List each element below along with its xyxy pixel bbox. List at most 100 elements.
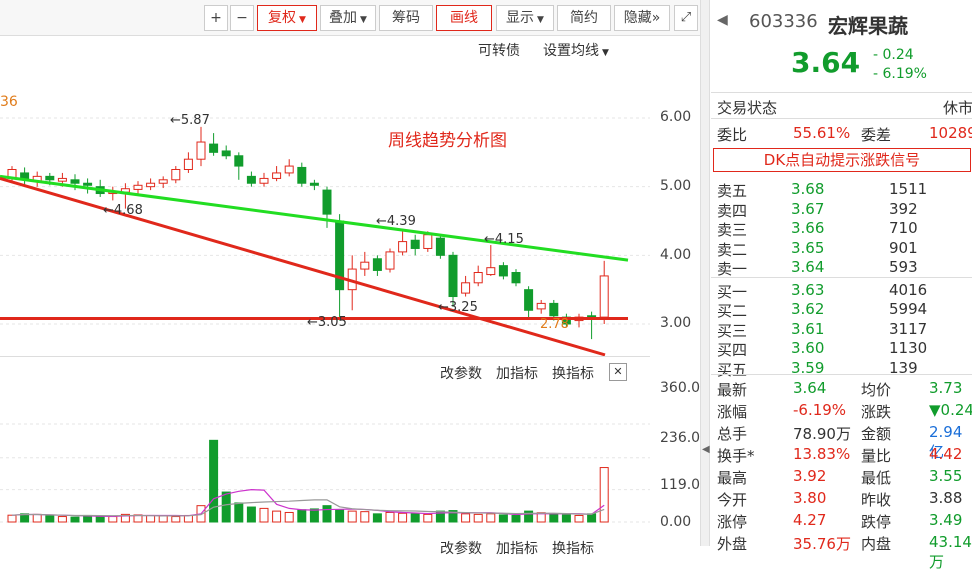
quote-row: 换手* 13.83% 量比 4.42 xyxy=(717,445,972,465)
caret-down-icon: ▼ xyxy=(360,15,367,25)
trendline-upper xyxy=(0,174,629,262)
candle-body xyxy=(410,239,420,249)
jianyue-button[interactable]: 简约 xyxy=(557,5,611,31)
volume-bar xyxy=(587,513,597,523)
huanzhibiao-button-2[interactable]: 换指标 xyxy=(552,541,594,557)
candle-body xyxy=(498,265,508,277)
level-volume: 4016 xyxy=(889,280,928,299)
volume-bar xyxy=(347,510,357,523)
huaxian-button[interactable]: 画线 xyxy=(436,5,492,31)
quote-value: 3.80 xyxy=(793,489,827,507)
level-volume: 392 xyxy=(889,199,918,218)
candle-body xyxy=(246,175,256,184)
kezhuanzhai-link[interactable]: 可转债 xyxy=(478,43,520,59)
quote-value: ▼0.24 xyxy=(929,401,972,419)
candle-body xyxy=(461,282,471,294)
volume-bar xyxy=(7,514,17,523)
xianshi-dropdown[interactable]: 显示 ▼ xyxy=(496,5,554,31)
expand-icon[interactable]: ⤢ xyxy=(674,5,698,31)
quote-label: 金额 xyxy=(861,425,892,443)
volume-bar xyxy=(423,513,433,523)
candle-body xyxy=(259,177,269,184)
level-price: 3.60 xyxy=(791,339,825,357)
close-icon[interactable]: ✕ xyxy=(609,363,627,381)
level-volume: 139 xyxy=(889,358,918,377)
quote-label: 跌停 xyxy=(861,513,892,531)
zoom-out-button[interactable]: − xyxy=(230,5,254,31)
price-axis-label: 6.00 xyxy=(660,109,692,125)
diejia-dropdown[interactable]: 叠加 ▼ xyxy=(320,5,376,31)
candle-body xyxy=(524,289,534,311)
candle-body xyxy=(70,179,80,184)
candle-body xyxy=(536,302,546,310)
volume-ma-line xyxy=(11,489,605,517)
set-ma-dropdown[interactable]: 设置均线 ▼ xyxy=(543,40,609,60)
quote-row: 总手 78.90万 金额 2.94亿 xyxy=(717,423,972,461)
jiazhibiao-button-2[interactable]: 加指标 xyxy=(496,541,538,557)
quote-value: 43.14万 xyxy=(929,533,972,571)
back-chevron-icon[interactable]: ◀ xyxy=(717,12,728,28)
quote-label: 涨跌 xyxy=(861,403,892,421)
trade-status-row: 交易状态 休市 xyxy=(717,97,972,117)
level-label: 卖二 xyxy=(717,240,748,259)
gaicanshu-button[interactable]: 改参数 xyxy=(440,366,482,382)
divider xyxy=(711,277,972,278)
quote-label: 总手 xyxy=(717,425,748,443)
quote-label: 内盘 xyxy=(861,535,892,553)
volume-bar xyxy=(410,513,420,523)
quote-label: 最高 xyxy=(717,469,748,487)
volume-bar xyxy=(473,513,483,523)
volume-bar xyxy=(309,508,319,523)
price-axis-label: 4.00 xyxy=(660,247,692,263)
level-volume: 593 xyxy=(889,258,918,276)
quote-label: 量比 xyxy=(861,447,892,465)
candle-body xyxy=(486,267,496,276)
quote-label: 今开 xyxy=(717,491,748,509)
candle-body xyxy=(146,182,156,188)
jiazhibiao-button[interactable]: 加指标 xyxy=(496,366,538,382)
level-price: 3.64 xyxy=(791,258,825,276)
weicha-label: 委差 xyxy=(861,126,892,144)
current-price: 3.64 xyxy=(791,46,861,79)
candle-body xyxy=(322,189,332,215)
zoom-in-button[interactable]: + xyxy=(204,5,228,31)
dk-signal-text: DK点自动提示涨跌信号 xyxy=(763,151,921,169)
candle-body xyxy=(272,172,282,179)
huanzhibiao-button[interactable]: 换指标 xyxy=(552,366,594,382)
candle-body xyxy=(45,175,55,181)
caret-down-icon: ▼ xyxy=(537,15,544,25)
quote-label: 涨停 xyxy=(717,513,748,531)
gaicanshu-button-2[interactable]: 改参数 xyxy=(440,541,482,557)
buy-row: 买四 3.60 1130 xyxy=(717,339,972,359)
quote-label: 昨收 xyxy=(861,491,892,509)
level-volume: 1511 xyxy=(889,180,928,198)
volume-chart xyxy=(0,423,650,523)
fuquan-dropdown[interactable]: 复权 ▼ xyxy=(257,5,317,31)
level-price: 3.65 xyxy=(791,238,825,257)
annotation-low3: ←3.05 xyxy=(307,315,347,330)
candle-body xyxy=(171,169,181,181)
chouma-button[interactable]: 筹码 xyxy=(379,5,433,31)
volume-axis-label: 119.00 xyxy=(660,477,709,493)
dk-signal-banner[interactable]: DK点自动提示涨跌信号 xyxy=(713,148,971,172)
quote-label: 最低 xyxy=(861,469,892,487)
panel-splitter[interactable]: ◀ xyxy=(700,0,710,546)
candle-body xyxy=(360,261,370,270)
quote-panel: ◀ 603336 宏辉果蔬 3.64 - 0.24 - 6.19% 交易状态 休… xyxy=(711,0,972,571)
volume-bar xyxy=(183,514,193,523)
quote-value: 35.76万 xyxy=(793,535,851,553)
quote-row: 今开 3.80 昨收 3.88 xyxy=(717,489,972,509)
caret-down-icon: ▼ xyxy=(602,48,609,58)
price-axis-label: 3.00 xyxy=(660,315,692,331)
level-price: 3.66 xyxy=(791,219,825,237)
quote-value: 3.64 xyxy=(793,379,827,397)
sell-row: 卖五 3.68 1511 xyxy=(717,180,972,200)
level-volume: 710 xyxy=(889,219,918,237)
level-label: 卖四 xyxy=(717,201,748,220)
chevron-left-icon[interactable]: ◀ xyxy=(702,444,710,455)
divider xyxy=(711,92,972,93)
candlestick-chart xyxy=(0,117,650,356)
candle-body xyxy=(309,182,319,186)
sell-row: 卖三 3.66 710 xyxy=(717,219,972,239)
yincang-button[interactable]: 隐藏» xyxy=(614,5,670,31)
